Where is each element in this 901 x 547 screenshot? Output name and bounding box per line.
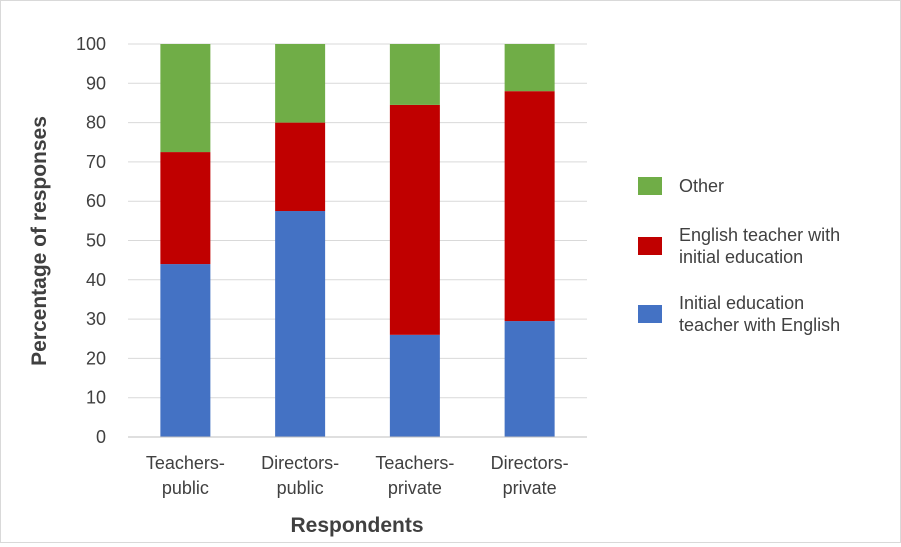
legend-swatch [638, 177, 662, 195]
bar-segment [389, 104, 440, 335]
bar-segment [275, 44, 326, 123]
y-tick-label: 40 [86, 270, 106, 290]
y-tick-label: 20 [86, 348, 106, 368]
y-tick-label: 10 [86, 388, 106, 408]
legend-label: Initial education [679, 293, 804, 313]
x-tick-label: private [503, 478, 557, 498]
legend-swatch [638, 237, 662, 255]
y-tick-label: 60 [86, 191, 106, 211]
axes: 0 10 20 30 40 50 60 70 80 90 100 Teachers-public Dir… [76, 34, 587, 498]
bar-segment [160, 152, 211, 265]
legend-label: teacher with English [679, 315, 840, 335]
bar-segment [504, 44, 555, 92]
bars [160, 44, 555, 437]
x-tick-label: Directors- [491, 453, 569, 473]
x-tick-label: public [277, 478, 324, 498]
bar-segment [160, 264, 211, 437]
bar-segment [389, 334, 440, 437]
y-tick-label: 70 [86, 152, 106, 172]
bar-segment [389, 44, 440, 105]
bar-segment [275, 122, 326, 212]
x-tick-label: private [388, 478, 442, 498]
legend-label: initial education [679, 247, 803, 267]
x-tick-label: Teachers- [375, 453, 454, 473]
y-axis-title: Percentage of responses [28, 116, 51, 366]
x-axis-title: Respondents [290, 514, 423, 537]
bar-segment [275, 211, 326, 437]
legend-label: Other [679, 176, 724, 196]
y-tick-label: 90 [86, 73, 106, 93]
bar-segment [504, 321, 555, 437]
bar-segment [160, 44, 211, 153]
y-tick-label: 50 [86, 231, 106, 251]
x-tick-label: public [162, 478, 209, 498]
legend-swatch [638, 305, 662, 323]
x-tick-label: Directors- [261, 453, 339, 473]
y-tick-label: 0 [96, 427, 106, 447]
y-tick-label: 80 [86, 113, 106, 133]
x-tick-label: Teachers- [146, 453, 225, 473]
legend-label: English teacher with [679, 225, 840, 245]
bar-segment [504, 91, 555, 322]
y-tick-label: 30 [86, 309, 106, 329]
y-tick-label: 100 [76, 34, 106, 54]
